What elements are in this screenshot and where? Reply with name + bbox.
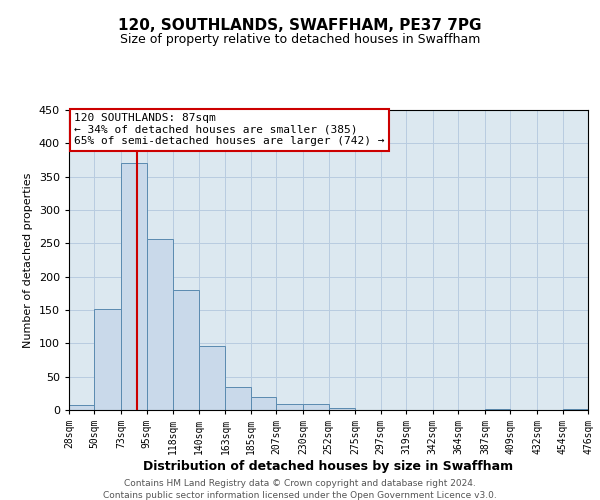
Bar <box>226 388 251 410</box>
X-axis label: Distribution of detached houses by size in Swaffham: Distribution of detached houses by size … <box>143 460 514 473</box>
Bar <box>329 408 355 410</box>
Bar <box>199 346 226 410</box>
Bar <box>277 404 303 410</box>
Bar <box>303 404 329 410</box>
Bar <box>94 308 121 410</box>
Text: 120, SOUTHLANDS, SWAFFHAM, PE37 7PG: 120, SOUTHLANDS, SWAFFHAM, PE37 7PG <box>118 18 482 32</box>
Text: 120 SOUTHLANDS: 87sqm
← 34% of detached houses are smaller (385)
65% of semi-det: 120 SOUTHLANDS: 87sqm ← 34% of detached … <box>74 113 385 146</box>
Bar <box>69 406 94 410</box>
Text: Contains public sector information licensed under the Open Government Licence v3: Contains public sector information licen… <box>103 491 497 500</box>
Y-axis label: Number of detached properties: Number of detached properties <box>23 172 33 348</box>
Text: Contains HM Land Registry data © Crown copyright and database right 2024.: Contains HM Land Registry data © Crown c… <box>124 479 476 488</box>
Bar <box>121 164 146 410</box>
Text: Size of property relative to detached houses in Swaffham: Size of property relative to detached ho… <box>120 32 480 46</box>
Bar <box>251 396 277 410</box>
Bar <box>146 240 173 410</box>
Bar <box>173 290 199 410</box>
